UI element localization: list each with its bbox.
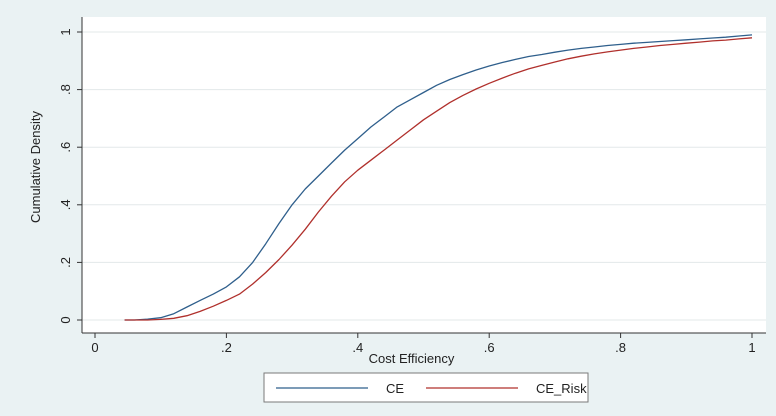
x-tick-label-0: 0 [91,340,98,355]
x-tick-label-4: .8 [615,340,626,355]
x-axis-title: Cost Efficiency [369,351,455,366]
x-tick-label-3: .6 [484,340,495,355]
legend-label-ce: CE [386,381,404,396]
grid-lines [82,31,766,321]
tick-labels: 0 .2 .4 .6 .8 1 0 .2 .4 .6 .8 1 [58,28,756,355]
y-tick-label-4: .8 [58,84,73,95]
y-axis-title: Cumulative Density [28,111,43,223]
y-tick-label-2: .4 [58,199,73,210]
legend: CE CE_Risk [263,372,589,403]
y-tick-label-5: 1 [58,28,73,35]
series-line-ce [124,34,753,321]
y-tick-label-0: 0 [58,316,73,323]
legend-label-ce-risk: CE_Risk [536,381,587,396]
x-tick-label-2: .4 [352,340,363,355]
x-tick-label-1: .2 [221,340,232,355]
y-tick-label-1: .2 [58,257,73,268]
axes [77,17,766,338]
x-tick-label-5: 1 [748,340,755,355]
plot-area [82,17,766,333]
series-line-ce-risk [124,37,753,321]
y-tick-label-3: .6 [58,142,73,153]
series-lines [124,34,753,321]
